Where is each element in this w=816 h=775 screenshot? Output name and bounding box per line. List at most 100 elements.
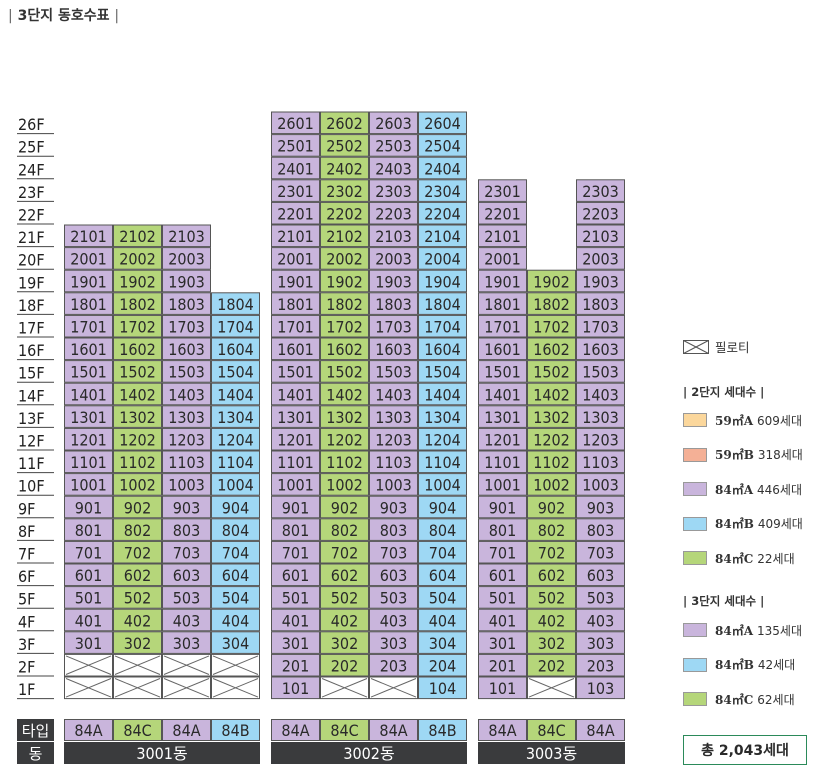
legend-swatch — [683, 413, 707, 427]
unit-number: 1004 — [217, 476, 254, 495]
unit-table-chart: 26F 25F 24F 23F 22F 21F 20F 19F 18F 17F 16F 15F 14F 1… — [17, 111, 625, 764]
unit-cell — [64, 427, 113, 451]
unit-number: 201 — [489, 657, 516, 676]
unit-cell — [271, 631, 320, 654]
unit-cell — [271, 360, 320, 383]
type-label: 84B — [428, 721, 456, 740]
floor-label: 3F — [18, 635, 35, 654]
unit-cell — [369, 111, 418, 135]
unit-cell — [418, 201, 467, 225]
unit-number: 803 — [173, 521, 200, 540]
unit-cell — [64, 540, 113, 564]
unit-number: 1402 — [119, 385, 156, 404]
unit-number: 1002 — [533, 476, 570, 495]
unit-cell — [527, 450, 576, 474]
unit-number: 704 — [222, 544, 249, 563]
unit-number: 1103 — [168, 453, 205, 472]
unit-cell — [271, 586, 320, 609]
unit-cell — [162, 427, 211, 451]
unit-cell — [320, 653, 369, 677]
unit-cell — [478, 247, 527, 270]
unit-cell — [271, 608, 320, 632]
unit-cell — [113, 247, 162, 270]
unit-number: 1902 — [119, 272, 156, 291]
unit-cell — [527, 653, 576, 677]
unit-cell — [211, 427, 260, 451]
unit-cell — [418, 314, 467, 338]
unit-cell — [320, 179, 369, 202]
unit-number: 1603 — [375, 340, 412, 359]
pilotis-cross — [65, 655, 112, 675]
unit-number: 902 — [538, 498, 565, 517]
unit-number: 1602 — [533, 340, 570, 359]
unit-number: 1702 — [533, 318, 570, 337]
unit-number: 1304 — [217, 408, 254, 427]
unit-number: 401 — [489, 611, 516, 630]
unit-cell — [369, 269, 418, 293]
unit-cell — [527, 382, 576, 406]
unit-number: 302 — [124, 634, 151, 653]
unit-number: 2103 — [168, 227, 205, 246]
legend-swatch — [683, 623, 707, 637]
unit-cell — [211, 608, 260, 632]
unit-number: 2201 — [484, 205, 521, 224]
unit-number: 203 — [380, 657, 407, 676]
unit-cell — [162, 292, 211, 315]
unit-number: 2202 — [326, 205, 363, 224]
unit-cell — [527, 292, 576, 315]
unit-number: 301 — [489, 634, 516, 653]
unit-cell — [576, 360, 625, 383]
unit-number: 2002 — [326, 250, 363, 269]
unit-cell — [576, 427, 625, 451]
unit-cell — [162, 586, 211, 609]
unit-cell — [478, 405, 527, 428]
unit-number: 1003 — [582, 476, 619, 495]
unit-number: 2401 — [277, 159, 314, 178]
unit-number: 2002 — [119, 250, 156, 269]
unit-number: 201 — [282, 657, 309, 676]
unit-cell — [369, 247, 418, 270]
unit-cell — [527, 518, 576, 541]
unit-cell — [211, 631, 260, 654]
floor-label: 7F — [18, 545, 35, 564]
legend-type-label: 84㎡A — [715, 482, 754, 497]
building-header: 동 — [29, 745, 43, 763]
unit-cell — [64, 495, 113, 519]
pilotis-cross — [114, 678, 161, 698]
unit-number: 101 — [489, 679, 516, 698]
unit-number: 304 — [429, 634, 456, 653]
unit-cell — [576, 676, 625, 700]
legend-count: 22세대 — [757, 551, 795, 566]
unit-cell — [527, 631, 576, 654]
legend-type-label: 59㎡A — [715, 413, 754, 428]
unit-number: 1501 — [277, 363, 314, 382]
floor-label: 14F — [18, 386, 45, 405]
unit-number: 2403 — [375, 159, 412, 178]
unit-number: 1503 — [168, 363, 205, 382]
unit-number: 2101 — [70, 227, 107, 246]
unit-number: 1701 — [70, 318, 107, 337]
unit-cell — [369, 314, 418, 338]
unit-cell — [576, 224, 625, 248]
unit-number: 1004 — [424, 476, 461, 495]
unit-number: 1901 — [277, 272, 314, 291]
unit-number: 2502 — [326, 137, 363, 156]
unit-cell — [418, 269, 467, 293]
floor-label: 12F — [18, 432, 45, 451]
unit-number: 2302 — [326, 182, 363, 201]
unit-number: 1001 — [277, 476, 314, 495]
page-title-text: 3단지 동호수표 — [17, 8, 110, 24]
unit-cell — [369, 179, 418, 202]
unit-cell — [527, 540, 576, 564]
unit-cell — [271, 563, 320, 587]
unit-cell — [113, 337, 162, 361]
unit-cell — [418, 337, 467, 361]
unit-cell — [113, 608, 162, 632]
unit-number: 1303 — [375, 408, 412, 427]
unit-cell — [211, 337, 260, 361]
unit-number: 1803 — [582, 295, 619, 314]
unit-number: 503 — [587, 589, 614, 608]
unit-number: 103 — [587, 679, 614, 698]
building-header-bg — [17, 742, 54, 764]
unit-cell — [527, 586, 576, 609]
